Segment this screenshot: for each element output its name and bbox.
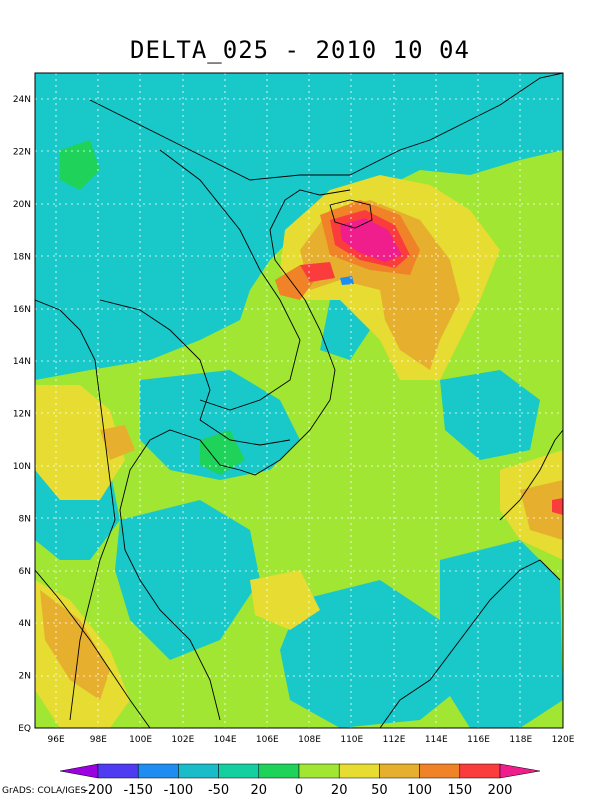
- lat-axis-labels: EQ 2N 4N 6N 8N 10N 12N 14N 16N 18N 20N 22N 24N: [13, 95, 31, 734]
- lon-label: 108E: [298, 735, 321, 745]
- lat-label: 12N: [13, 410, 31, 420]
- coastline-philippines: [499, 429, 563, 521]
- coastline-borneo: [379, 559, 561, 728]
- field-orange-tail: [380, 290, 440, 370]
- grid-lines: [35, 73, 563, 728]
- colorbar-label: -200: [83, 783, 113, 798]
- lat-label: 24N: [13, 95, 31, 105]
- colorbar-labels: -200 -150 -100 -50 20 0 20 50 100 150 200: [83, 783, 512, 798]
- coastlines: [35, 73, 563, 728]
- field-cyan-south: [280, 580, 470, 728]
- field-cyan-gulf: [115, 500, 260, 660]
- field-orange-w: [100, 425, 135, 460]
- colorbar-label: -50: [208, 783, 229, 798]
- field-cyan-borneo: [440, 540, 563, 728]
- colorbar-segment: [459, 763, 501, 779]
- colorbar-arrow-left: [59, 763, 99, 779]
- lon-label: 100E: [129, 735, 152, 745]
- coastline-hainan: [329, 199, 373, 229]
- lat-label: 6N: [19, 567, 31, 577]
- colorbar-segment: [97, 763, 139, 779]
- colorbar-label: -150: [123, 783, 153, 798]
- field-green-2: [200, 430, 245, 475]
- lon-label: 96E: [48, 735, 65, 745]
- border-laos: [159, 149, 301, 411]
- lon-label: 106E: [256, 735, 279, 745]
- coastline-vietnam: [239, 189, 351, 476]
- lon-label: 110E: [340, 735, 363, 745]
- map-title: DELTA_025 - 2010 10 04: [130, 36, 470, 64]
- lon-axis-labels: 96E 98E 100E 102E 104E 106E 108E 110E 112E 114E 11…: [48, 735, 575, 745]
- colorbar-label: 20: [331, 783, 348, 798]
- lon-label: 104E: [214, 735, 237, 745]
- coastline-myanmar: [35, 299, 116, 521]
- colorbar-segment: [178, 763, 219, 779]
- lat-label: 16N: [13, 305, 31, 315]
- lat-label: 20N: [13, 200, 31, 210]
- colorbar-label: 20: [251, 783, 268, 798]
- field-layer: [35, 73, 563, 728]
- lon-label: 116E: [467, 735, 490, 745]
- colorbar-segment: [218, 763, 260, 779]
- plot-frame: [34, 72, 564, 729]
- colorbar-label: 100: [407, 783, 432, 798]
- lat-label: 10N: [13, 462, 31, 472]
- lat-label: 14N: [13, 357, 31, 367]
- coastline-gulf-thailand: [119, 429, 241, 721]
- lat-label: 18N: [13, 252, 31, 262]
- colorbar-label: 200: [488, 783, 513, 798]
- coastline-malay-west: [69, 519, 116, 721]
- field-darkorange-coast: [275, 265, 315, 300]
- footer-credit: GrADS: COLA/IGES: [2, 786, 87, 796]
- lon-label: 98E: [90, 735, 107, 745]
- colorbar-label: 0: [295, 783, 303, 798]
- lon-label: 120E: [552, 735, 575, 745]
- colorbar-segment: [298, 763, 340, 779]
- lon-label: 112E: [383, 735, 406, 745]
- colorbar-label: -100: [164, 783, 194, 798]
- coastline-sumatra: [35, 569, 151, 728]
- lon-label: 118E: [509, 735, 532, 745]
- border-cambodia: [199, 419, 291, 446]
- field-cyan-center: [140, 370, 300, 480]
- colorbar-segment: [338, 763, 380, 779]
- colorbar-segment: [137, 763, 179, 779]
- lat-label: 8N: [19, 514, 31, 524]
- field-yellow-west: [35, 385, 125, 500]
- field-blue-spot: [340, 276, 354, 285]
- colorbar-segment: [258, 763, 300, 779]
- colorbar-arrow-right: [499, 763, 541, 779]
- lat-label: 2N: [19, 672, 31, 682]
- colorbar-segment: [379, 763, 420, 779]
- field-orange-sw: [40, 590, 110, 700]
- field-green-1: [60, 140, 100, 190]
- colorbar-segment: [419, 763, 461, 779]
- lat-label: 4N: [19, 619, 31, 629]
- colorbar: [59, 763, 541, 779]
- lon-label: 114E: [425, 735, 448, 745]
- colorbar-label: 150: [447, 783, 472, 798]
- border-thailand: [99, 299, 211, 421]
- field-orange-east: [520, 480, 563, 540]
- colorbar-label: 50: [371, 783, 388, 798]
- field-yellow-mid: [250, 570, 320, 630]
- lon-label: 102E: [171, 735, 194, 745]
- field-red-east: [552, 498, 563, 515]
- coastline-china: [349, 73, 563, 176]
- border-yunnan: [89, 99, 350, 181]
- lat-label: EQ: [18, 724, 31, 734]
- field-cyan-east: [440, 370, 540, 460]
- lat-label: 22N: [13, 148, 31, 158]
- field-magenta-core: [340, 218, 402, 262]
